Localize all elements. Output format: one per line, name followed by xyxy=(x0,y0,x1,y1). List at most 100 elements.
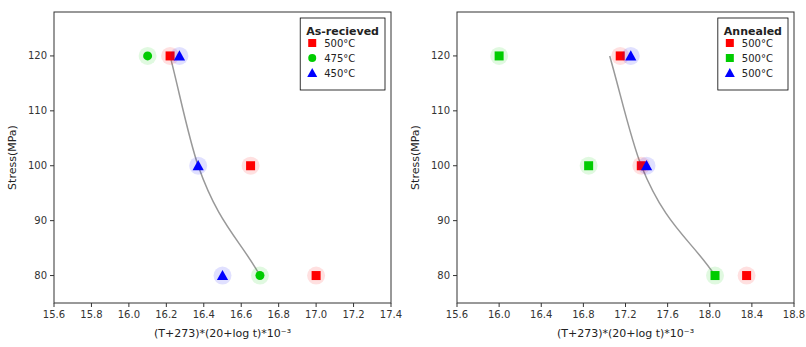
tick xyxy=(794,303,795,307)
point xyxy=(193,160,204,170)
marker-glow xyxy=(706,267,724,285)
curve xyxy=(170,56,260,276)
tick-label: 17.2 xyxy=(614,309,636,320)
point xyxy=(625,50,636,60)
tick xyxy=(50,110,54,111)
tick xyxy=(353,303,354,307)
tick-label: 17.2 xyxy=(342,309,364,320)
tick-label: 90 xyxy=(34,215,47,226)
point xyxy=(143,51,152,60)
tick-label: 100 xyxy=(28,160,47,171)
marker-glow xyxy=(251,267,269,285)
legend-title: Annealed xyxy=(724,25,782,38)
x-axis-label: (T+273)*(20+log t)*10⁻³ xyxy=(154,327,291,340)
tick xyxy=(541,303,542,307)
tick xyxy=(667,303,668,307)
marker-glow xyxy=(214,267,232,285)
point xyxy=(255,271,264,280)
plot-frame xyxy=(54,12,391,303)
legend-label: 500°C xyxy=(742,53,773,64)
tick xyxy=(625,303,626,307)
point xyxy=(246,161,255,170)
tick xyxy=(453,55,457,56)
tick xyxy=(453,165,457,166)
tick xyxy=(50,165,54,166)
tick xyxy=(54,303,55,307)
chart: 15.615.816.016.216.416.616.817.017.217.4… xyxy=(0,0,806,347)
tick xyxy=(50,275,54,276)
tick-label: 120 xyxy=(28,50,47,61)
point xyxy=(495,51,504,60)
tick-label: 100 xyxy=(431,160,450,171)
tick xyxy=(583,303,584,307)
tick xyxy=(91,303,92,307)
tick xyxy=(50,220,54,221)
tick xyxy=(453,220,457,221)
y-axis-label: Stress(MPa) xyxy=(6,125,19,190)
tick-label: 17.0 xyxy=(305,309,327,320)
marker-glow xyxy=(490,47,508,65)
plot-area xyxy=(139,47,326,285)
legend-label: 500°C xyxy=(324,38,355,49)
tick xyxy=(278,303,279,307)
tick-label: 80 xyxy=(34,270,47,281)
point xyxy=(312,271,321,280)
tick xyxy=(241,303,242,307)
tick-label: 110 xyxy=(431,105,450,116)
legend: As-recieved500°C 475°C 450°C xyxy=(300,18,385,90)
marker-glow xyxy=(139,47,157,65)
legend-marker xyxy=(725,68,735,77)
tick-label: 16.4 xyxy=(530,309,552,320)
marker-glow xyxy=(638,157,656,175)
tick xyxy=(453,275,457,276)
legend-marker xyxy=(726,39,734,47)
marker-glow xyxy=(242,157,260,175)
legend-marker xyxy=(726,54,734,62)
tick xyxy=(709,303,710,307)
legend-marker xyxy=(308,54,316,62)
tick xyxy=(391,303,392,307)
tick-label: 17.4 xyxy=(380,309,402,320)
tick-label: 16.8 xyxy=(572,309,594,320)
tick xyxy=(316,303,317,307)
tick-label: 15.6 xyxy=(446,309,468,320)
tick-label: 90 xyxy=(437,215,450,226)
tick-label: 15.8 xyxy=(80,309,102,320)
tick-label: 18.8 xyxy=(783,309,805,320)
curve xyxy=(610,56,715,276)
point xyxy=(711,271,720,280)
tick-label: 17.6 xyxy=(656,309,678,320)
tick-label: 16.0 xyxy=(118,309,140,320)
plot-area xyxy=(490,47,755,285)
tick xyxy=(50,55,54,56)
tick-label: 15.6 xyxy=(43,309,65,320)
tick-label: 18.0 xyxy=(699,309,721,320)
legend-box xyxy=(718,18,788,90)
marker-glow xyxy=(189,157,207,175)
tick-label: 16.2 xyxy=(155,309,177,320)
tick xyxy=(457,303,458,307)
point xyxy=(742,271,751,280)
legend-label: 500°C xyxy=(742,38,773,49)
tick-label: 18.4 xyxy=(741,309,763,320)
marker-glow xyxy=(170,47,188,65)
tick-label: 110 xyxy=(28,105,47,116)
legend: Annealed500°C500°C500°C xyxy=(718,18,788,90)
tick-label: 16.8 xyxy=(268,309,290,320)
tick xyxy=(453,110,457,111)
tick-label: 120 xyxy=(431,50,450,61)
legend-marker xyxy=(308,39,316,47)
legend-label: 450°C xyxy=(324,68,355,79)
plot-frame xyxy=(457,12,794,303)
point xyxy=(641,160,652,170)
tick xyxy=(166,303,167,307)
legend-title: As-recieved xyxy=(306,25,379,38)
tick-label: 16.4 xyxy=(193,309,215,320)
marker-glow xyxy=(622,47,640,65)
marker-glow xyxy=(580,157,598,175)
tick xyxy=(499,303,500,307)
x-axis-label: (T+273)*(20+log t)*10⁻³ xyxy=(557,327,694,340)
tick xyxy=(751,303,752,307)
legend-label: 475°C xyxy=(324,53,355,64)
point xyxy=(174,50,185,60)
